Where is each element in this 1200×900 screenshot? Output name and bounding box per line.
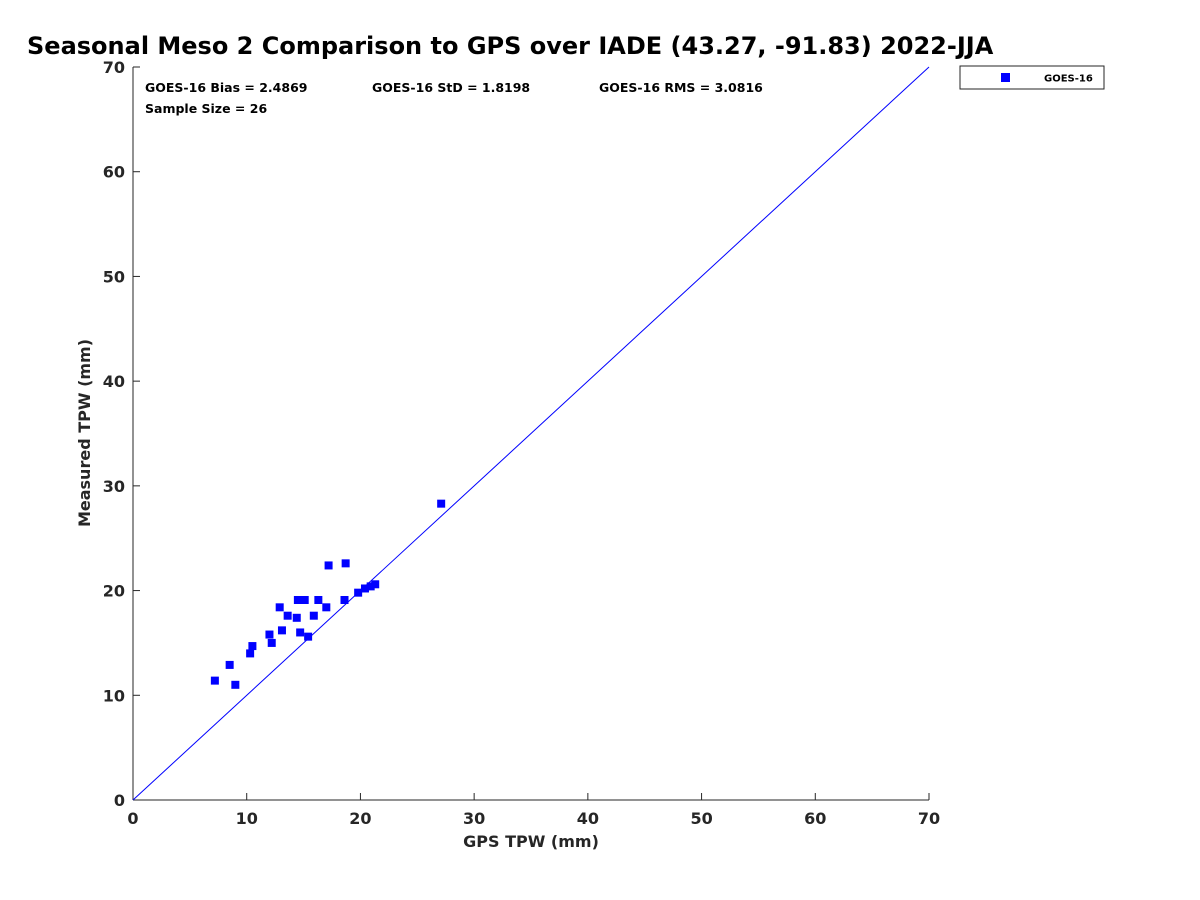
y-axis-ticks: 0 10 20 30 40 50 60 70 xyxy=(103,58,140,810)
legend-box xyxy=(959,65,1105,90)
x-axis-ticks: 0 10 20 30 40 50 60 70 xyxy=(127,793,940,828)
x-tick-label: 20 xyxy=(349,809,371,828)
std-stat: GOES-16 StD = 1.8198 xyxy=(372,80,530,95)
data-point xyxy=(371,580,380,589)
x-tick-label: 50 xyxy=(690,809,712,828)
y-tick-label: 0 xyxy=(114,791,125,810)
y-tick-label: 30 xyxy=(103,477,125,496)
data-point xyxy=(304,632,313,641)
data-point xyxy=(314,595,323,604)
data-point xyxy=(324,561,333,570)
plot-area xyxy=(132,67,929,801)
data-point xyxy=(360,584,369,593)
data-point xyxy=(246,649,255,658)
data-point xyxy=(300,595,309,604)
y-axis-label: Measured TPW (mm) xyxy=(75,339,94,527)
data-point xyxy=(322,603,331,612)
data-point xyxy=(296,628,305,637)
chart-title: Seasonal Meso 2 Comparison to GPS over I… xyxy=(27,32,994,60)
data-point xyxy=(309,611,318,620)
y-tick-label: 50 xyxy=(103,267,125,286)
x-tick-label: 40 xyxy=(577,809,599,828)
one-to-one-reference-line xyxy=(132,66,930,801)
goes16-data-points xyxy=(210,499,446,689)
x-tick-label: 10 xyxy=(236,809,258,828)
sample-size-stat: Sample Size = 26 xyxy=(145,101,267,116)
y-tick-label: 40 xyxy=(103,372,125,391)
x-tick-label: 70 xyxy=(918,809,940,828)
legend-label: GOES-16 xyxy=(1044,74,1093,85)
y-tick-label: 70 xyxy=(103,58,125,77)
data-point xyxy=(354,588,363,597)
data-point xyxy=(225,660,234,669)
data-point xyxy=(340,595,349,604)
data-point xyxy=(283,611,292,620)
data-point xyxy=(341,559,350,568)
data-point xyxy=(231,680,240,689)
data-point xyxy=(293,595,302,604)
data-point xyxy=(210,676,219,685)
y-tick-label: 10 xyxy=(103,686,125,705)
data-point xyxy=(267,638,276,647)
data-point xyxy=(437,499,446,508)
x-tick-label: 60 xyxy=(804,809,826,828)
y-tick-label: 20 xyxy=(103,582,125,601)
bias-stat: GOES-16 Bias = 2.4869 xyxy=(145,80,307,95)
x-tick-label: 0 xyxy=(127,809,138,828)
x-axis-label: GPS TPW (mm) xyxy=(463,832,599,851)
rms-stat: GOES-16 RMS = 3.0816 xyxy=(599,80,763,95)
legend-marker xyxy=(1001,73,1010,82)
data-point xyxy=(277,626,286,635)
data-point xyxy=(265,630,274,639)
data-point xyxy=(275,603,284,612)
data-point xyxy=(366,582,375,591)
y-tick-label: 60 xyxy=(103,163,125,182)
data-point xyxy=(248,642,257,651)
x-tick-label: 30 xyxy=(463,809,485,828)
legend: GOES-16 xyxy=(959,65,1105,90)
data-point xyxy=(292,613,301,622)
